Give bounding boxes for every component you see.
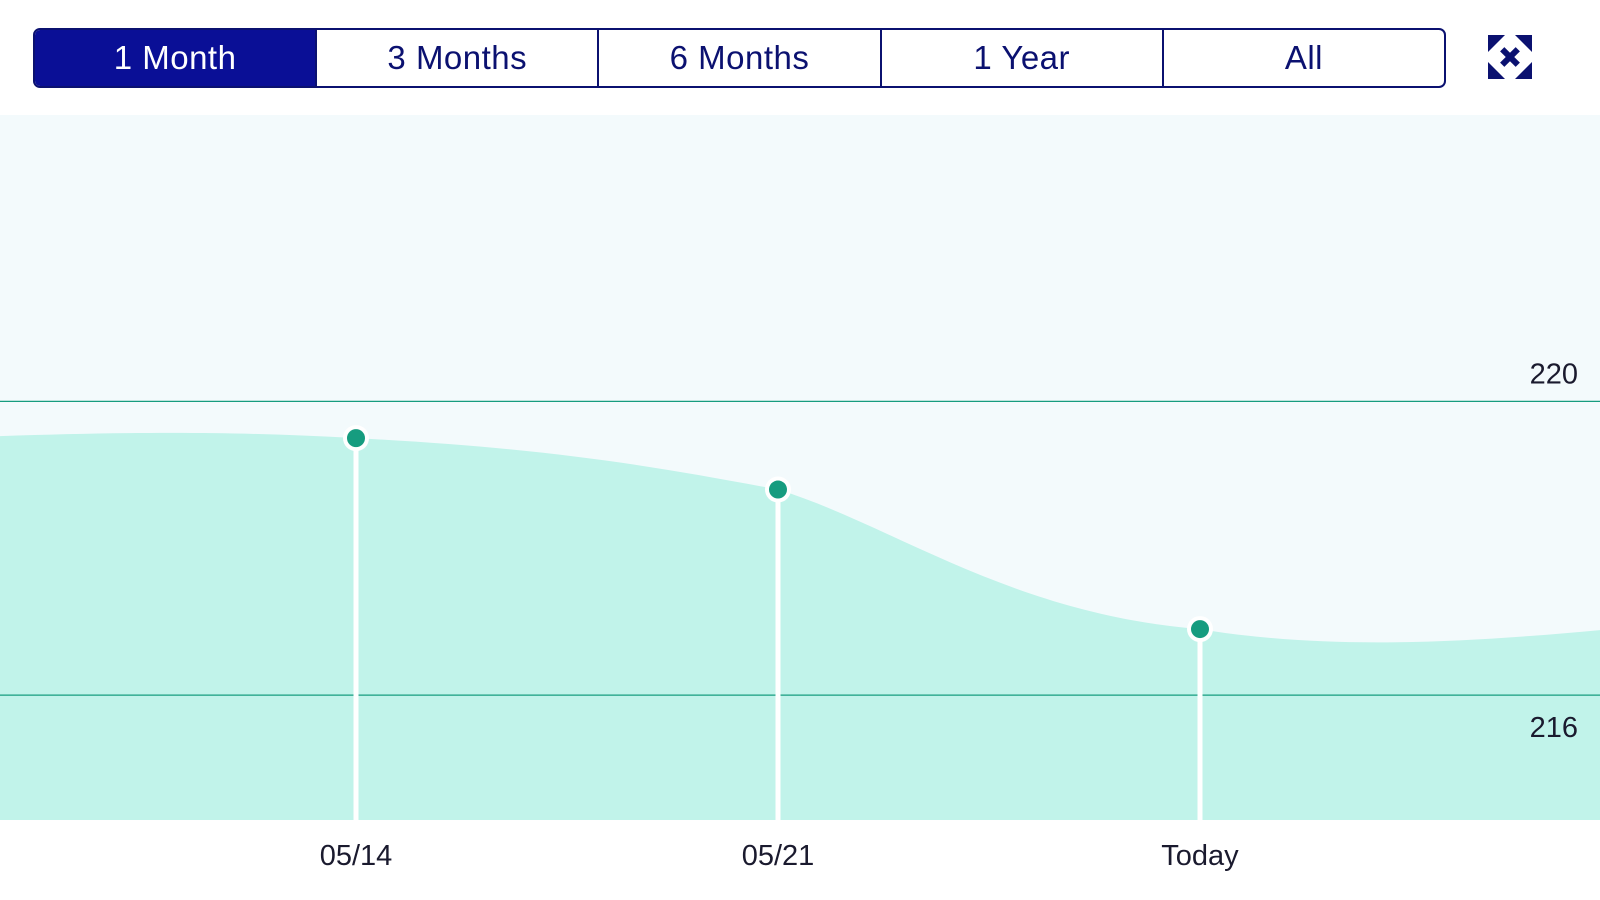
- x-tick-label-2: 05/21: [742, 840, 815, 872]
- tab-6-months[interactable]: 6 Months: [597, 30, 879, 86]
- x-tick-label-3: Today: [1161, 840, 1239, 872]
- tab-1-month[interactable]: 1 Month: [35, 30, 316, 86]
- tab-all[interactable]: All: [1161, 30, 1444, 86]
- data-point-3[interactable]: [1191, 620, 1209, 639]
- y-tick-label-220: 220: [1530, 358, 1578, 390]
- tab-3-months[interactable]: 3 Months: [315, 30, 597, 86]
- data-point-1[interactable]: [347, 429, 365, 448]
- y-tick-label-216: 216: [1530, 712, 1578, 744]
- price-area-chart: 220 216 05/14 05/21 Today: [0, 115, 1600, 872]
- tab-1-year[interactable]: 1 Year: [879, 30, 1162, 86]
- collapse-arrows-icon[interactable]: [1486, 33, 1534, 81]
- time-range-selector: 1 Month 3 Months 6 Months 1 Year All: [33, 28, 1446, 88]
- x-tick-label-1: 05/14: [320, 840, 393, 872]
- data-point-2[interactable]: [769, 480, 787, 499]
